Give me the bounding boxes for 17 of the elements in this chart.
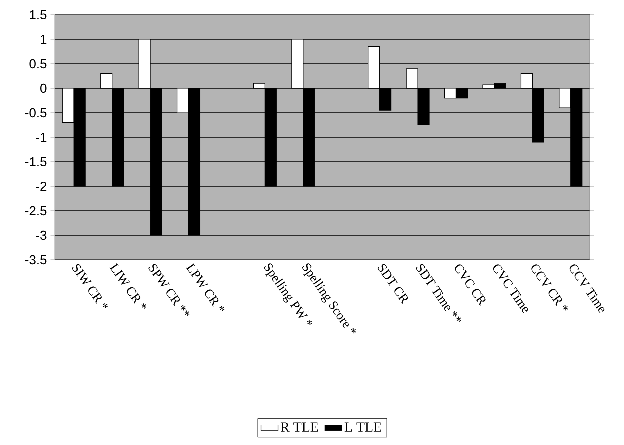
x-tick-label: SIW CR * bbox=[72, 264, 108, 308]
y-tick-label: -1.5 bbox=[25, 157, 47, 167]
legend-label: L TLE bbox=[344, 422, 382, 432]
y-tick-label: -3.5 bbox=[25, 255, 47, 265]
y-tick-label: -2.5 bbox=[25, 206, 47, 216]
y-tick-label: -1 bbox=[36, 133, 47, 142]
y-tick-label: 0.5 bbox=[30, 59, 47, 69]
legend-label: R TLE bbox=[280, 422, 318, 432]
y-tick-label: -3 bbox=[36, 230, 47, 240]
x-tick-label: SDT CR bbox=[378, 264, 408, 304]
y-tick-label: -0.5 bbox=[25, 108, 47, 118]
x-tick-label: LIW CR * bbox=[110, 263, 147, 309]
y-tick-label: -2 bbox=[36, 182, 47, 192]
y-tick-label: 1 bbox=[41, 35, 47, 44]
x-tick-label: CCV CR * bbox=[532, 264, 568, 311]
y-tick-label: 0 bbox=[40, 84, 47, 94]
y-tick-label: 1.5 bbox=[30, 10, 47, 20]
